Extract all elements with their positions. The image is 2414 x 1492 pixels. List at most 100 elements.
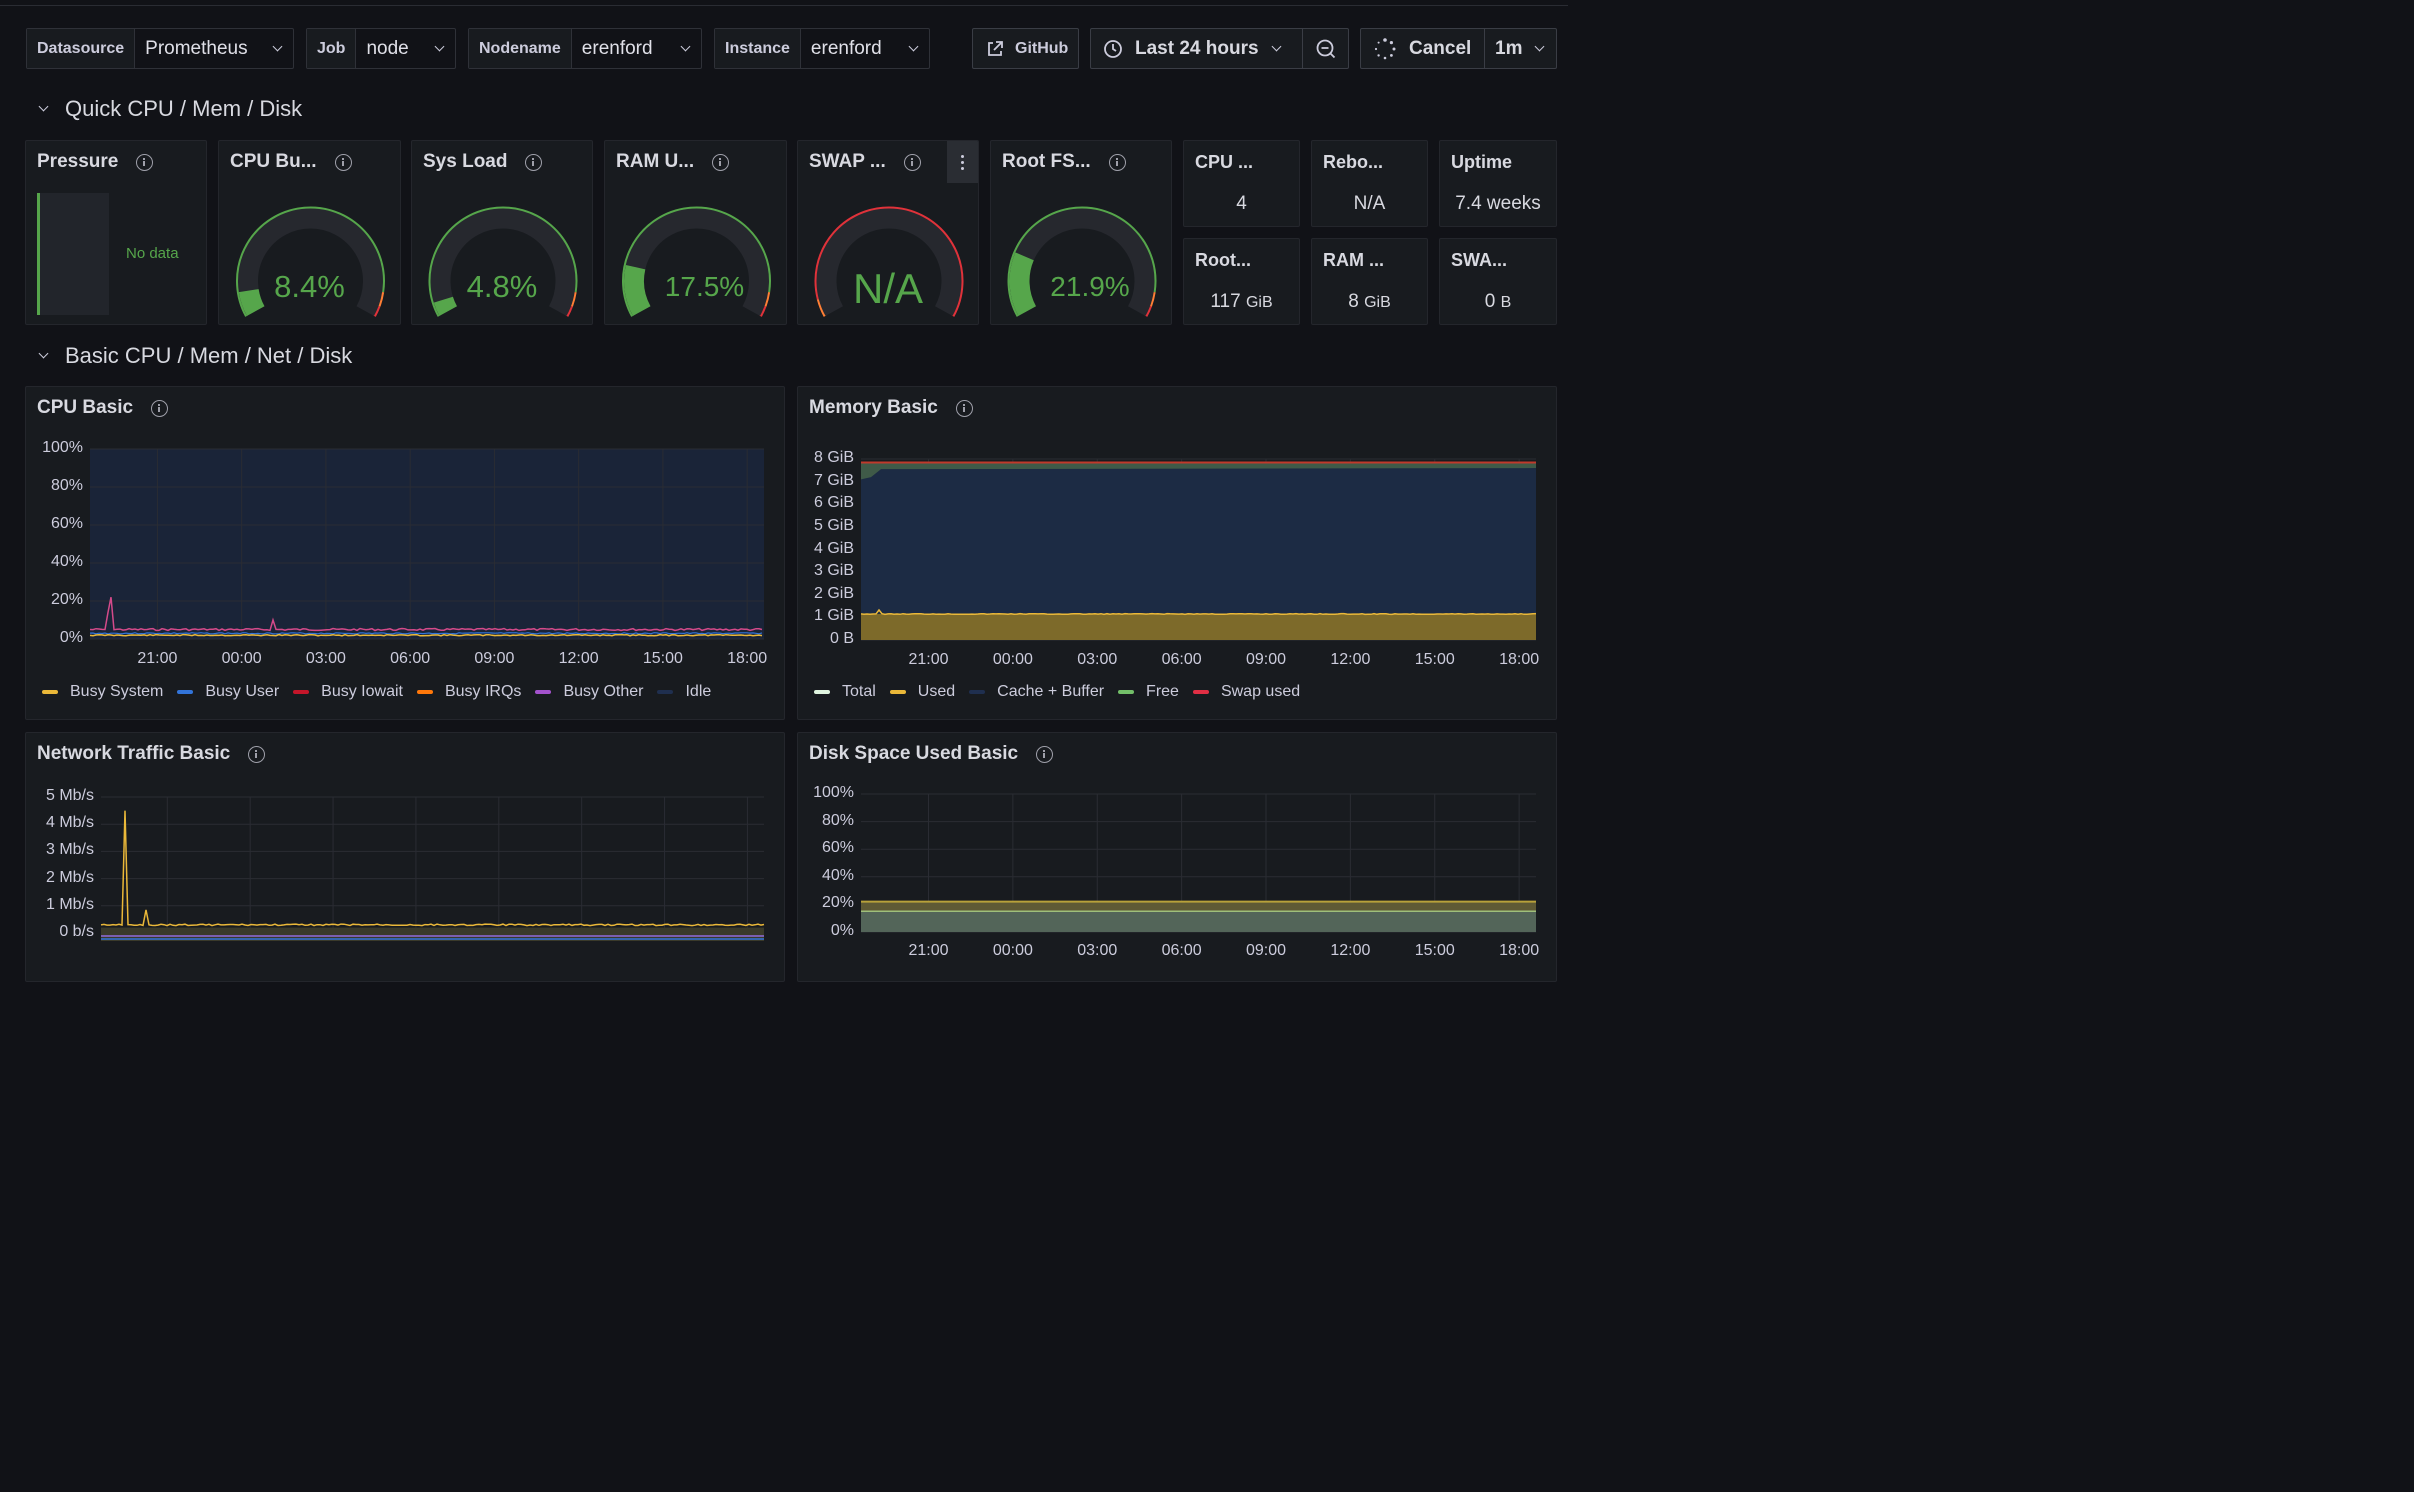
info-icon[interactable]	[1036, 745, 1054, 763]
legend-item[interactable]: Swap used	[1192, 683, 1301, 701]
refresh-picker[interactable]: Cancel 1m	[1360, 28, 1557, 69]
memory-basic-panel[interactable]: Memory Basic 8 GiB 7 GiB 6 GiB 5 GiB 4 GiB 3 …	[797, 386, 1557, 720]
series-busy-other	[89, 597, 763, 632]
cpu-busy-panel[interactable]: CPU Bu... 8.4%	[218, 140, 401, 325]
ram-total-panel[interactable]: RAM ... 8 GiB	[1311, 238, 1428, 325]
github-label: GitHub	[1015, 39, 1069, 57]
pressure-panel[interactable]: Pressure No data	[25, 140, 207, 325]
panel-title-text: SWAP ...	[809, 151, 886, 172]
panel-title-text: CPU Bu...	[230, 151, 317, 172]
uptime-panel[interactable]: Uptime 7.4 weeks	[1439, 140, 1557, 227]
panel-menu-button[interactable]	[947, 141, 978, 183]
job-variable[interactable]: Job node	[306, 28, 456, 69]
time-picker[interactable]: Last 24 hours	[1090, 28, 1349, 69]
network-traffic-panel[interactable]: Network Traffic Basic 5 Mb/s 4 Mb/s 3 Mb/s…	[25, 732, 785, 982]
info-icon[interactable]	[903, 153, 921, 171]
used-area	[861, 613, 1536, 640]
legend-label: Swap used	[1220, 683, 1301, 700]
legend-item[interactable]: Used	[889, 683, 956, 701]
legend-item[interactable]: Cache + Buffer	[969, 683, 1104, 701]
nodename-variable[interactable]: Nodename erenford	[468, 28, 702, 69]
stat-number: 0	[1484, 291, 1496, 312]
info-icon[interactable]	[525, 153, 543, 171]
job-select[interactable]: node	[356, 29, 455, 68]
refresh-interval-select[interactable]: 1m	[1485, 29, 1556, 68]
cpu-basic-panel[interactable]: CPU Basic 100% 80% 60% 40% 20% 0% 21:00 00:00 0…	[25, 386, 785, 720]
time-range-button[interactable]: Last 24 hours	[1091, 29, 1303, 68]
gauge-track	[816, 208, 962, 316]
gauge-value-arc	[238, 288, 265, 316]
info-icon[interactable]	[151, 399, 169, 417]
pressure-bar-gauge	[37, 193, 109, 315]
legend-label: Busy User	[205, 683, 280, 700]
instance-variable[interactable]: Instance erenford	[714, 28, 930, 69]
legend-item[interactable]: Busy IRQs	[416, 683, 521, 701]
network-traffic-plot	[100, 796, 765, 941]
row-header-quick[interactable]: Quick CPU / Mem / Disk	[36, 96, 302, 122]
gauge-value: 4.8%	[466, 269, 538, 304]
legend-label: Busy Other	[563, 683, 644, 700]
other-area	[861, 911, 1536, 932]
stat-unit: B	[1500, 294, 1512, 311]
idle-area	[90, 449, 764, 639]
nodename-value: erenford	[581, 37, 653, 59]
x-tick-label: 09:00	[474, 650, 515, 667]
nodename-select[interactable]: erenford	[572, 29, 701, 68]
legend: Busy System Busy User Busy Iowait Busy IRQs…	[42, 683, 711, 701]
sys-load-panel[interactable]: Sys Load 4.8%	[411, 140, 593, 325]
row-header-basic[interactable]: Basic CPU / Mem / Net / Disk	[36, 343, 352, 369]
info-icon[interactable]	[1108, 153, 1126, 171]
legend-item[interactable]: Idle	[657, 683, 711, 701]
row-title-basic: Basic CPU / Mem / Net / Disk	[65, 343, 353, 368]
legend-item[interactable]: Total	[814, 683, 876, 701]
chevron-down-icon	[680, 41, 691, 52]
cancel-button[interactable]: Cancel	[1361, 29, 1485, 68]
legend-item[interactable]: Busy User	[177, 683, 279, 701]
zoom-out-button[interactable]	[1303, 29, 1348, 68]
info-icon[interactable]	[712, 153, 730, 171]
legend-swatch	[293, 690, 310, 694]
legend-swatch	[969, 690, 986, 694]
datasource-select[interactable]: Prometheus	[135, 29, 293, 68]
root-fs-panel[interactable]: Root FS... 21.9%	[990, 140, 1172, 325]
info-icon[interactable]	[955, 399, 973, 417]
legend-item[interactable]: Busy Iowait	[293, 683, 403, 701]
y-tick-label: 0%	[59, 629, 83, 646]
swap-used-panel[interactable]: SWAP ... N/A	[797, 140, 979, 325]
panel-title: Rebo...	[1323, 152, 1384, 172]
github-link-button[interactable]: GitHub	[972, 28, 1079, 69]
y-tick-label: 1 Mb/s	[45, 895, 94, 913]
legend-item[interactable]: Busy System	[42, 683, 163, 701]
info-icon[interactable]	[334, 153, 352, 171]
y-tick-label: 5 Mb/s	[45, 787, 94, 804]
y-tick-label: 60%	[50, 515, 83, 532]
reboot-panel[interactable]: Rebo... N/A	[1311, 140, 1428, 227]
x-tick-label: 06:00	[1161, 942, 1202, 959]
legend-swatch	[889, 690, 906, 694]
disk-space-panel[interactable]: Disk Space Used Basic 100% 80% 60% 40% 20% 0%…	[797, 732, 1557, 982]
menu-dot-icon	[961, 160, 964, 164]
legend-label: Used	[917, 683, 956, 700]
swap-total-panel[interactable]: SWA... 0 B	[1439, 238, 1557, 325]
stat-unit: GiB	[1245, 294, 1273, 311]
stat-number: 117	[1210, 291, 1241, 312]
x-tick-label: 15:00	[1414, 942, 1455, 959]
panel-title: Sys Load	[423, 151, 543, 173]
instance-select[interactable]: erenford	[801, 29, 929, 68]
legend-item[interactable]: Free	[1118, 683, 1179, 701]
ram-used-panel[interactable]: RAM U... 17.5%	[604, 140, 787, 325]
info-icon[interactable]	[248, 745, 266, 763]
datasource-variable[interactable]: Datasource Prometheus	[26, 28, 294, 69]
y-tick-label: 0 B	[829, 630, 854, 647]
info-icon[interactable]	[136, 153, 154, 171]
legend-label: Busy Iowait	[321, 683, 403, 700]
y-tick-label: 4 GiB	[813, 539, 854, 557]
gauge-value-arc	[624, 264, 651, 316]
root-total-panel[interactable]: Root... 117 GiB	[1183, 238, 1300, 325]
gauge-threshold-red	[814, 206, 964, 317]
external-link-icon	[988, 40, 1003, 56]
x-tick-label: 15:00	[642, 650, 683, 667]
legend-item[interactable]: Busy Other	[535, 683, 643, 701]
cpu-cores-panel[interactable]: CPU ... 4	[1183, 140, 1300, 227]
memory-basic-plot	[860, 458, 1537, 641]
